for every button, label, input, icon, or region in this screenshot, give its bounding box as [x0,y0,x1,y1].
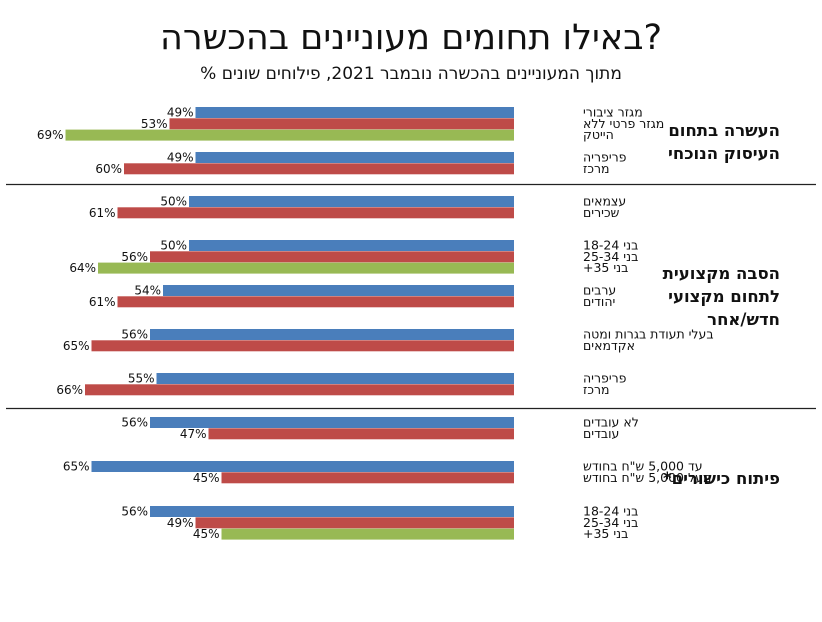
category-label: עד 5,000 ש"ח בחודש [583,459,703,474]
bar-value-label: 65% [63,460,90,474]
bar-value-label: 54% [134,284,161,298]
bar-value-label: 47% [180,427,207,441]
bar [91,340,514,352]
bar [189,196,514,207]
section-label-line: לתחום מקצועי [668,287,780,306]
category-label: אקדמאים [583,338,635,353]
category-label: מגזר פרטי ללא [583,116,664,131]
bar-value-label: 65% [63,339,90,353]
chart-title: באילו תחומים מעוניינים בהכשרה? [159,18,663,58]
category-label: מעל 5,000 ש"ח בחודש [583,470,711,485]
bar [124,163,514,175]
bar-value-label: 56% [121,328,148,342]
category-label: עובדים [583,426,619,441]
bar-value-label: 61% [89,295,116,309]
section-label-line: הסבה מקצועית [662,264,780,283]
bar [150,251,514,263]
bar-value-label: 69% [37,128,64,142]
section-label: פיתוח כישורים* [663,467,780,490]
category-label: בני 18-24 [583,238,638,253]
bar-value-label: 50% [160,239,187,253]
bar-value-label: 66% [56,383,83,397]
category-label: פריפריה [583,371,627,386]
bar-value-label: 45% [193,471,220,485]
bar-value-label: 60% [95,162,122,176]
bar-value-label: 49% [167,106,194,120]
category-label: לא עובדים [583,415,639,430]
bar [169,118,514,130]
bar [150,329,514,340]
category-label: בני 25-34 [583,515,638,530]
category-label: בעלי תעודת בגרות ומטה [583,327,714,342]
category-label: הייטק [583,127,614,142]
section-label: העשרה בתחום העיסוק הנוכחי [668,119,780,165]
bar-value-label: 50% [160,195,187,209]
bar-value-label: 61% [89,206,116,220]
bar-value-label: 49% [167,516,194,530]
category-label: מרכז [583,161,609,176]
category-label: בני 35+ [583,526,628,541]
bar [208,428,514,440]
section-label-line: העיסוק הנוכחי [668,144,780,163]
bar [189,240,514,251]
bar [91,461,514,472]
category-label: בני 18-24 [583,504,638,519]
category-label: מגזר ציבורי [583,105,643,120]
bar [98,262,514,274]
category-label: ערבים [583,283,616,298]
category-label: בני 25-34 [583,249,638,264]
bar [150,417,514,428]
category-label: פריפריה [583,150,627,165]
bar-value-label: 56% [121,505,148,519]
bar-value-label: 64% [69,261,96,275]
bar [163,285,514,296]
bar-value-label: 49% [167,151,194,165]
category-label: בני 35+ [583,260,628,275]
bar [117,207,514,219]
bar [221,472,514,484]
bar [65,129,514,141]
chart-subtitle: % מתוך המעוניינים בהכשרה נובמבר 2021, פי… [200,64,622,84]
bar [221,528,514,540]
bar-value-label: 53% [141,117,168,131]
bar [195,517,514,529]
bar-value-label: 55% [128,372,155,386]
bar [195,107,514,118]
category-label: יהודים [583,294,615,309]
category-label: מרכז [583,382,609,397]
section-label-line: פיתוח כישורים* [662,469,780,488]
section-label-line: חדש/אחר [707,310,780,329]
bar [85,384,514,396]
bar [117,296,514,308]
category-label: שכירים [583,205,620,220]
bar-value-label: 56% [121,250,148,264]
bar [150,506,514,517]
bar-value-label: 56% [121,416,148,430]
bar [156,373,514,384]
category-label: עצמאים [583,194,626,209]
bar-value-label: 45% [193,527,220,541]
section-label: הסבה מקצועית לתחום מקצועי חדש/אחר [663,262,780,331]
section-label-line: העשרה בתחום [668,121,780,140]
bar [195,152,514,163]
